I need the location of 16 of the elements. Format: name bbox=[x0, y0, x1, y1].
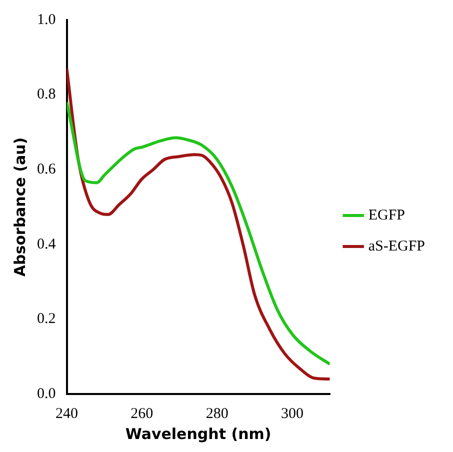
x-tick-label: 280 bbox=[206, 406, 228, 422]
line-series bbox=[66, 100, 330, 366]
y-tick-label: 1.0 bbox=[37, 12, 56, 28]
y-tick-label: 0.4 bbox=[37, 236, 56, 252]
y-tick-label: 0.8 bbox=[37, 86, 56, 103]
y-tick-label: 0.0 bbox=[37, 386, 56, 402]
x-tick-label: 300 bbox=[280, 406, 304, 422]
legend-label: aS-EGFP bbox=[368, 238, 426, 254]
x-tick-label: 260 bbox=[130, 406, 154, 422]
line-series bbox=[66, 67, 330, 381]
y-axis-title: Absorbance (au) bbox=[10, 137, 29, 277]
y-tick-label: 0.6 bbox=[37, 162, 56, 178]
legend-label: EGFP bbox=[368, 207, 406, 224]
y-tick-label: 0.2 bbox=[37, 311, 56, 328]
x-axis-title: Wavelenght (nm) bbox=[125, 424, 272, 443]
x-tick-label: 240 bbox=[56, 406, 78, 422]
